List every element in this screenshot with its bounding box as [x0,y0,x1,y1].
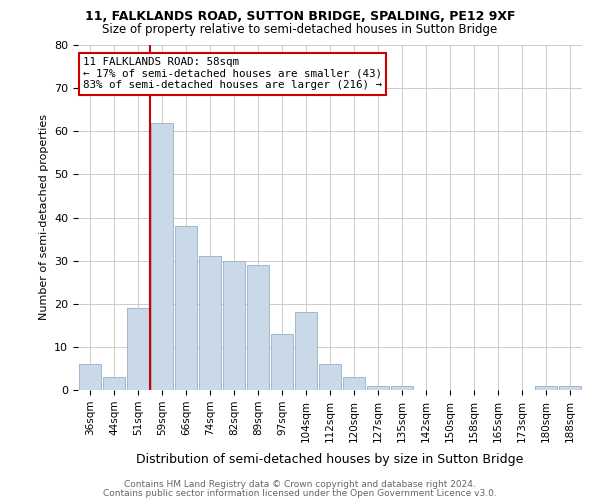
Text: Size of property relative to semi-detached houses in Sutton Bridge: Size of property relative to semi-detach… [103,22,497,36]
Bar [319,364,341,390]
Bar [535,386,557,390]
X-axis label: Distribution of semi-detached houses by size in Sutton Bridge: Distribution of semi-detached houses by … [136,453,524,466]
Bar [79,364,101,390]
Bar [175,226,197,390]
Bar [103,377,125,390]
Bar [391,386,413,390]
Bar [199,256,221,390]
Bar [151,122,173,390]
Bar [271,334,293,390]
Bar [367,386,389,390]
Bar [559,386,581,390]
Text: Contains public sector information licensed under the Open Government Licence v3: Contains public sector information licen… [103,488,497,498]
Bar [247,265,269,390]
Text: Contains HM Land Registry data © Crown copyright and database right 2024.: Contains HM Land Registry data © Crown c… [124,480,476,489]
Bar [127,308,149,390]
Y-axis label: Number of semi-detached properties: Number of semi-detached properties [38,114,49,320]
Bar [223,260,245,390]
Bar [343,377,365,390]
Text: 11 FALKLANDS ROAD: 58sqm
← 17% of semi-detached houses are smaller (43)
83% of s: 11 FALKLANDS ROAD: 58sqm ← 17% of semi-d… [83,57,382,90]
Bar [295,312,317,390]
Text: 11, FALKLANDS ROAD, SUTTON BRIDGE, SPALDING, PE12 9XF: 11, FALKLANDS ROAD, SUTTON BRIDGE, SPALD… [85,10,515,23]
